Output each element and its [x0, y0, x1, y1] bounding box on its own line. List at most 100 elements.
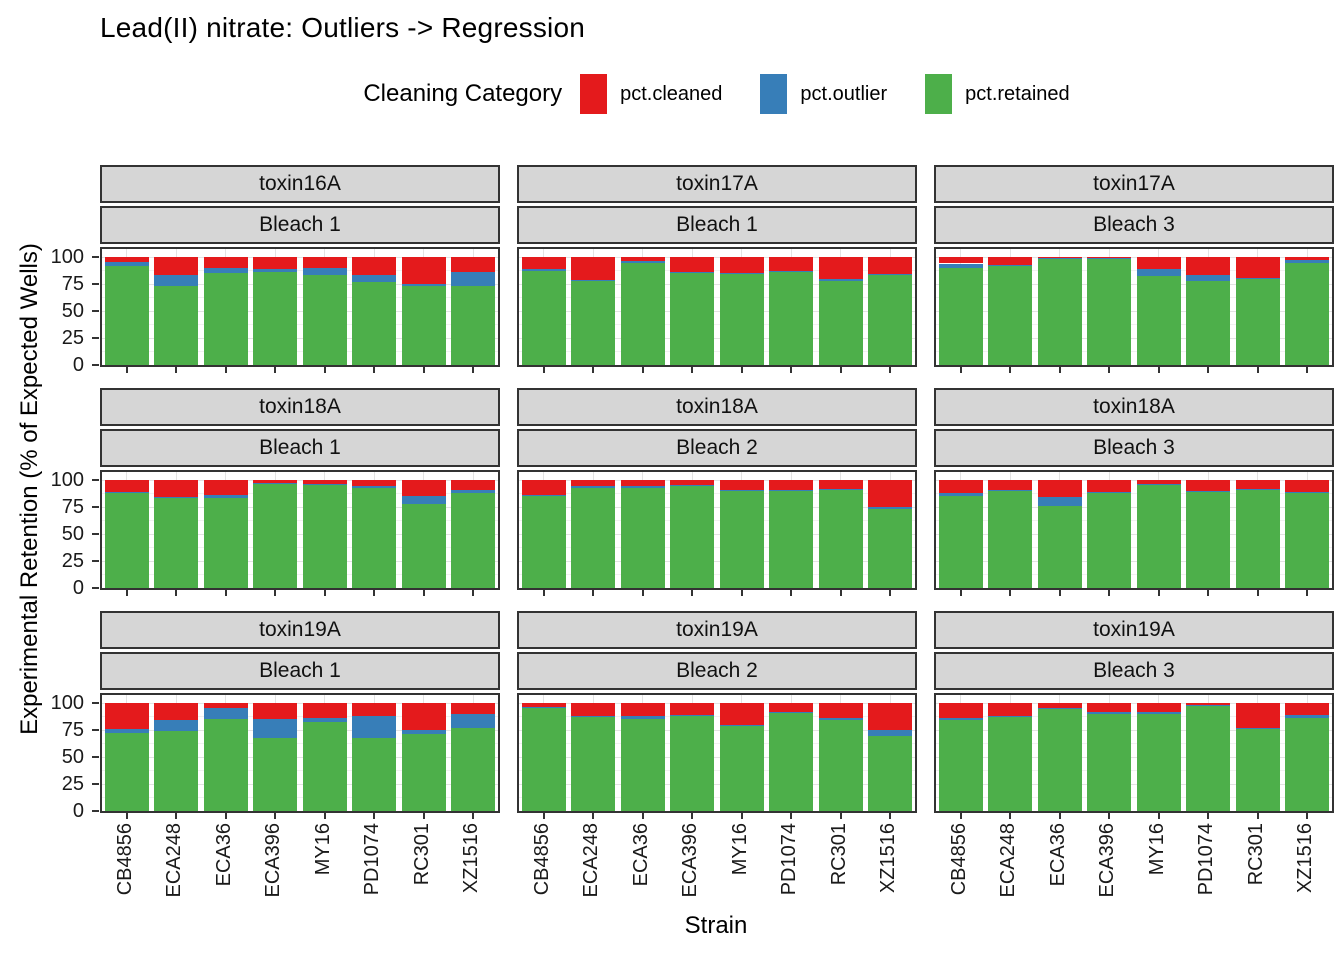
x-tick-label-CB4856: CB4856	[947, 823, 970, 896]
bar-segment-pct.cleaned	[1235, 703, 1280, 728]
bar-segment-pct.cleaned	[154, 703, 199, 721]
gridline-minor	[936, 297, 1332, 298]
gridline-major	[936, 702, 1332, 704]
y-tick-mark	[92, 587, 99, 589]
bar-segment-pct.cleaned	[352, 703, 397, 716]
x-tick-mark	[1058, 367, 1061, 373]
facet-strip-toxin: toxin19A	[934, 611, 1334, 649]
x-tick-label-CB4856: CB4856	[530, 823, 553, 896]
bar-segment-pct.cleaned	[769, 703, 814, 712]
x-tick-mark	[422, 590, 425, 596]
bar-segment-pct.retained	[571, 717, 616, 811]
gridline-minor	[519, 270, 915, 271]
bar-segment-pct.outlier	[302, 267, 347, 276]
gridline-major	[519, 533, 915, 535]
bar-RC301	[401, 480, 446, 588]
gridline-minor	[519, 520, 915, 521]
bar-segment-pct.outlier	[1037, 708, 1082, 710]
bar-segment-pct.cleaned	[104, 257, 149, 263]
gridline-minor	[936, 770, 1332, 771]
bar-segment-pct.cleaned	[302, 703, 347, 719]
x-tick-mark	[323, 367, 326, 373]
bar-segment-pct.outlier	[154, 720, 199, 732]
x-tick-label-ECA36: ECA36	[629, 823, 652, 887]
bar-PD1074	[352, 703, 397, 811]
bar-segment-pct.retained	[1087, 492, 1132, 588]
bar-PD1074	[769, 257, 814, 365]
bar-PD1074	[352, 257, 397, 365]
bar-RC301	[1235, 257, 1280, 365]
bar-RC301	[818, 257, 863, 365]
bar-segment-pct.cleaned	[1087, 257, 1132, 258]
bar-PD1074	[769, 480, 814, 588]
y-tick-mark	[92, 506, 99, 508]
bar-segment-pct.cleaned	[988, 480, 1033, 490]
bar-segment-pct.outlier	[104, 491, 149, 493]
bar-segment-pct.retained	[521, 708, 566, 811]
gridline-major	[519, 560, 915, 562]
gridline-minor	[102, 574, 498, 575]
x-tick-label-MY16: MY16	[311, 823, 334, 876]
bar-ECA248	[988, 257, 1033, 365]
gridline-major	[936, 256, 1332, 258]
bar-segment-pct.cleaned	[1235, 480, 1280, 489]
legend-swatch-pct.retained	[925, 74, 953, 114]
gridline-major	[936, 729, 1332, 731]
gridline-minor	[102, 351, 498, 352]
gridline-minor	[519, 797, 915, 798]
gridline-minor	[102, 770, 498, 771]
bar-segment-pct.retained	[868, 736, 913, 811]
x-tick-mark	[472, 813, 475, 819]
gridline-major	[102, 729, 498, 731]
bar-RC301	[1235, 703, 1280, 811]
y-tick-label: 50	[61, 523, 84, 545]
bar-ECA36	[1037, 257, 1082, 365]
bar-segment-pct.outlier	[938, 492, 983, 497]
bar-segment-pct.cleaned	[1285, 703, 1330, 715]
gridline-minor	[519, 324, 915, 325]
bar-XZ1516	[451, 703, 496, 811]
bar-segment-pct.retained	[719, 725, 764, 811]
x-tick-label-PD1074: PD1074	[778, 823, 801, 896]
bar-segment-pct.cleaned	[868, 703, 913, 730]
bar-segment-pct.outlier	[352, 486, 397, 488]
gridline-major	[936, 506, 1332, 508]
y-tick-mark	[92, 810, 99, 812]
bar-segment-pct.cleaned	[1285, 257, 1330, 261]
gridline-minor	[519, 493, 915, 494]
bar-segment-pct.cleaned	[302, 480, 347, 485]
bar-segment-pct.outlier	[1136, 484, 1181, 486]
bar-segment-pct.outlier	[1186, 705, 1231, 707]
bar-ECA396	[253, 257, 298, 365]
bar-ECA396	[253, 703, 298, 811]
x-tick-mark	[1207, 590, 1210, 596]
legend: Cleaning Category pct.cleaned pct.outlier…	[100, 68, 1333, 120]
bar-segment-pct.outlier	[154, 275, 199, 287]
bar-segment-pct.outlier	[670, 272, 715, 274]
x-tick-mark	[542, 813, 545, 819]
bar-CB4856	[938, 480, 983, 588]
x-tick-mark	[889, 590, 892, 596]
x-tick-mark	[224, 367, 227, 373]
bar-segment-pct.retained	[868, 275, 913, 365]
bar-segment-pct.retained	[104, 733, 149, 811]
y-tick-mark	[92, 256, 99, 258]
gridline-major	[519, 479, 915, 481]
facet-strip-toxin: toxin16A	[100, 165, 500, 203]
bar-segment-pct.retained	[104, 265, 149, 365]
bar-segment-pct.cleaned	[302, 257, 347, 268]
x-tick-label-RC301: RC301	[827, 823, 850, 886]
x-tick-mark	[472, 367, 475, 373]
bar-ECA248	[154, 703, 199, 811]
x-tick-label-MY16: MY16	[1145, 823, 1168, 876]
bar-segment-pct.cleaned	[818, 257, 863, 279]
y-tick-mark	[92, 364, 99, 366]
facet-panel	[934, 470, 1334, 590]
bar-PD1074	[1186, 257, 1231, 365]
bar-segment-pct.outlier	[302, 718, 347, 723]
gridline-minor	[936, 716, 1332, 717]
x-tick-mark	[542, 367, 545, 373]
y-tick-mark	[92, 337, 99, 339]
bar-segment-pct.outlier	[253, 483, 298, 485]
bar-ECA36	[620, 257, 665, 365]
